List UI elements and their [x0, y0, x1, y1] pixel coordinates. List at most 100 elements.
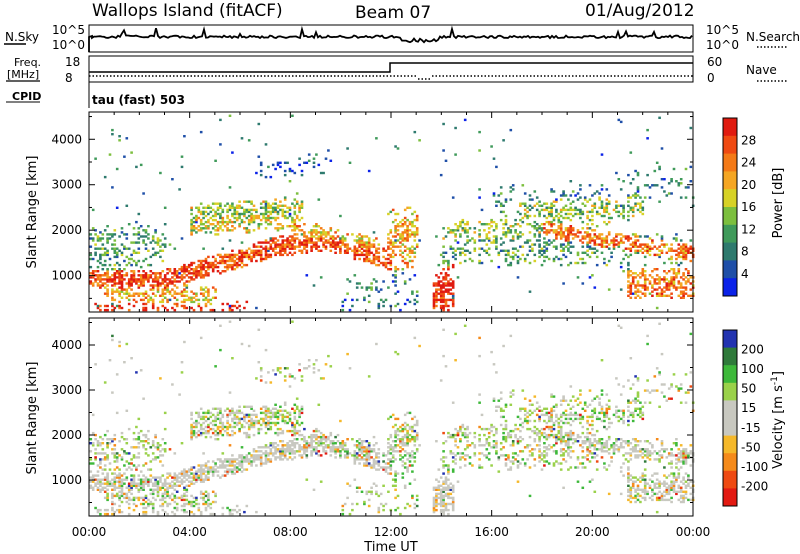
velocity-cell: [120, 488, 124, 491]
power-cell: [166, 272, 169, 275]
power-cell: [151, 247, 155, 250]
power-cell: [581, 210, 585, 214]
power-cell: [295, 227, 299, 230]
velocity-cell: [288, 450, 292, 453]
power-cell: [442, 296, 445, 299]
velocity-cell: [394, 429, 397, 433]
power-cell: [581, 245, 585, 248]
power-cell: [204, 231, 208, 234]
velocity-cell: [346, 456, 349, 459]
velocity-cell: [151, 484, 155, 487]
power-cell: [221, 261, 225, 265]
power-cell: [627, 261, 630, 265]
velocity-cell: [396, 438, 400, 441]
velocity-cell: [271, 411, 275, 415]
power-cell: [271, 249, 275, 252]
power-cell: [629, 292, 633, 295]
power-cell: [449, 245, 453, 248]
velocity-cell: [269, 448, 273, 451]
velocity-cell: [408, 456, 412, 459]
power-cell: [259, 161, 263, 164]
velocity-cell: [99, 435, 102, 439]
power-cell: [413, 218, 417, 222]
velocity-cell: [274, 458, 277, 461]
power-cell: [411, 249, 414, 252]
power-cell: [557, 220, 561, 224]
velocity-cell: [250, 405, 253, 408]
power-cell: [619, 265, 623, 269]
velocity-cell: [187, 500, 191, 504]
velocity-cell: [473, 446, 477, 449]
power-cell: [571, 214, 575, 218]
velocity-cell: [288, 429, 292, 433]
velocity-cell: [351, 508, 354, 512]
velocity-cell: [403, 462, 407, 465]
velocity-cell: [139, 496, 143, 500]
power-cell: [593, 192, 597, 195]
velocity-cell: [192, 472, 196, 475]
power-cell: [384, 257, 388, 261]
power-cell: [269, 255, 273, 259]
velocity-cell: [111, 500, 114, 504]
power-cell: [101, 278, 105, 281]
power-cell: [202, 298, 205, 302]
velocity-cell: [156, 476, 160, 479]
power-cell: [89, 272, 93, 275]
power-cell: [113, 274, 117, 277]
power-cell: [643, 292, 647, 295]
power-cell: [180, 270, 184, 273]
power-cell: [665, 272, 669, 275]
power-cell: [197, 263, 201, 267]
power-cell: [605, 241, 609, 244]
power-cell: [96, 306, 100, 310]
velocity-cell: [190, 438, 193, 441]
velocity-cell: [250, 419, 253, 423]
power-cell: [295, 200, 299, 203]
power-cell: [643, 278, 647, 281]
power-cell: [207, 220, 210, 224]
power-cell: [115, 251, 119, 254]
power-cell: [598, 235, 601, 238]
velocity-cell: [130, 478, 133, 481]
power-cell: [545, 231, 549, 234]
power-cell: [677, 251, 681, 254]
velocity-cell: [89, 486, 93, 489]
power-cell: [291, 114, 294, 117]
power-cell: [507, 263, 510, 267]
power-cell: [586, 210, 589, 214]
velocity-cell: [190, 411, 193, 415]
velocity-cell: [394, 431, 397, 435]
power-cell: [651, 276, 654, 279]
power-cell: [526, 241, 529, 244]
power-cell: [319, 276, 323, 279]
velocity-cell: [204, 470, 208, 473]
power-cell: [370, 282, 373, 285]
power-cell: [636, 239, 640, 242]
power-cell: [660, 278, 664, 281]
power-cell: [463, 118, 467, 122]
power-cell: [655, 288, 659, 291]
power-cell: [447, 261, 450, 265]
power-cell: [631, 272, 635, 275]
power-cell: [283, 245, 287, 248]
velocity-cell: [442, 328, 445, 331]
power-cell: [252, 220, 256, 224]
power-cell: [519, 231, 522, 234]
power-cell: [178, 280, 181, 283]
power-cell: [147, 278, 150, 281]
power-cell: [219, 259, 222, 263]
power-cell: [207, 274, 210, 277]
velocity-cell: [125, 486, 129, 489]
power-cell: [240, 265, 244, 269]
power-cell: [207, 288, 210, 291]
power-cell: [250, 251, 253, 254]
power-cell: [228, 218, 232, 222]
power-cell: [651, 270, 654, 273]
power-cell: [401, 255, 405, 259]
velocity-cell: [214, 423, 217, 427]
power-cell: [334, 237, 337, 240]
power-cell: [646, 251, 649, 254]
velocity-cell: [341, 504, 345, 508]
power-cell: [607, 216, 611, 220]
power-cell: [569, 245, 573, 248]
